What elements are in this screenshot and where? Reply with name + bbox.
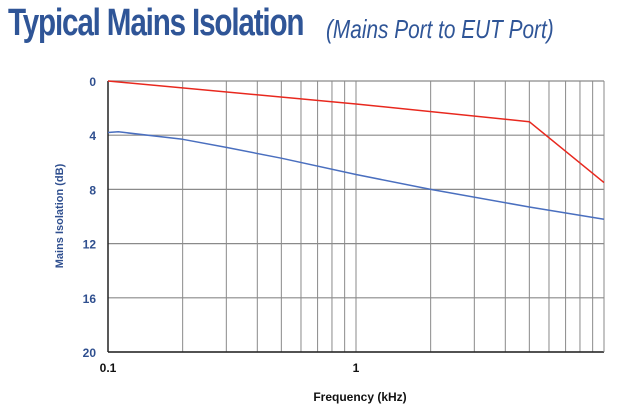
- chart-title-block: Typical Mains Isolation (Mains Port to E…: [8, 2, 554, 45]
- chart-subtitle: (Mains Port to EUT Port): [326, 14, 554, 44]
- y-axis-label: Mains Isolation (dB): [54, 163, 66, 268]
- y-tick-label: 20: [83, 346, 97, 360]
- y-tick-label: 8: [89, 183, 96, 197]
- y-tick-label: 0: [89, 75, 96, 89]
- y-tick-label: 16: [83, 292, 97, 306]
- y-tick-label: 12: [83, 238, 97, 252]
- x-tick-label: 1: [353, 361, 360, 375]
- x-axis-label: Frequency (kHz): [313, 390, 406, 404]
- y-tick-label: 4: [89, 129, 96, 143]
- x-tick-label: 0.1: [100, 361, 117, 375]
- series-line-1: [107, 80, 605, 184]
- series-line-2: [107, 131, 605, 220]
- chart-title: Typical Mains Isolation: [8, 2, 305, 44]
